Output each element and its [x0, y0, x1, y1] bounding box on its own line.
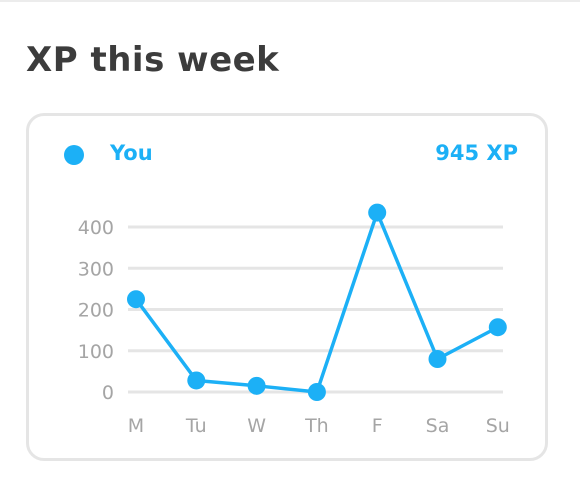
- top-divider: [0, 0, 580, 2]
- x-tick-label: Sa: [426, 415, 450, 437]
- page-title: XP this week: [26, 40, 280, 80]
- y-tick-label: 0: [102, 382, 114, 404]
- data-point: [187, 371, 206, 390]
- x-tick-label: W: [247, 415, 266, 437]
- x-tick-label: Su: [486, 415, 510, 437]
- legend-label: You: [110, 141, 153, 165]
- total-xp: 945 XP: [435, 141, 518, 165]
- data-point: [247, 376, 266, 395]
- data-point: [488, 318, 507, 337]
- x-tick-label: M: [128, 415, 144, 437]
- y-tick-label: 400: [78, 217, 114, 239]
- data-point: [307, 383, 326, 401]
- y-tick-label: 300: [78, 258, 114, 280]
- chart-card: [26, 113, 548, 461]
- data-point: [428, 350, 447, 368]
- x-tick-label: Th: [304, 415, 329, 437]
- y-tick-label: 200: [78, 300, 114, 322]
- data-point: [368, 203, 387, 222]
- data-point: [127, 290, 145, 309]
- y-tick-label: 100: [78, 341, 114, 363]
- x-tick-label: F: [372, 415, 383, 437]
- legend-dot-icon: [64, 145, 84, 165]
- x-tick-label: Tu: [185, 415, 207, 437]
